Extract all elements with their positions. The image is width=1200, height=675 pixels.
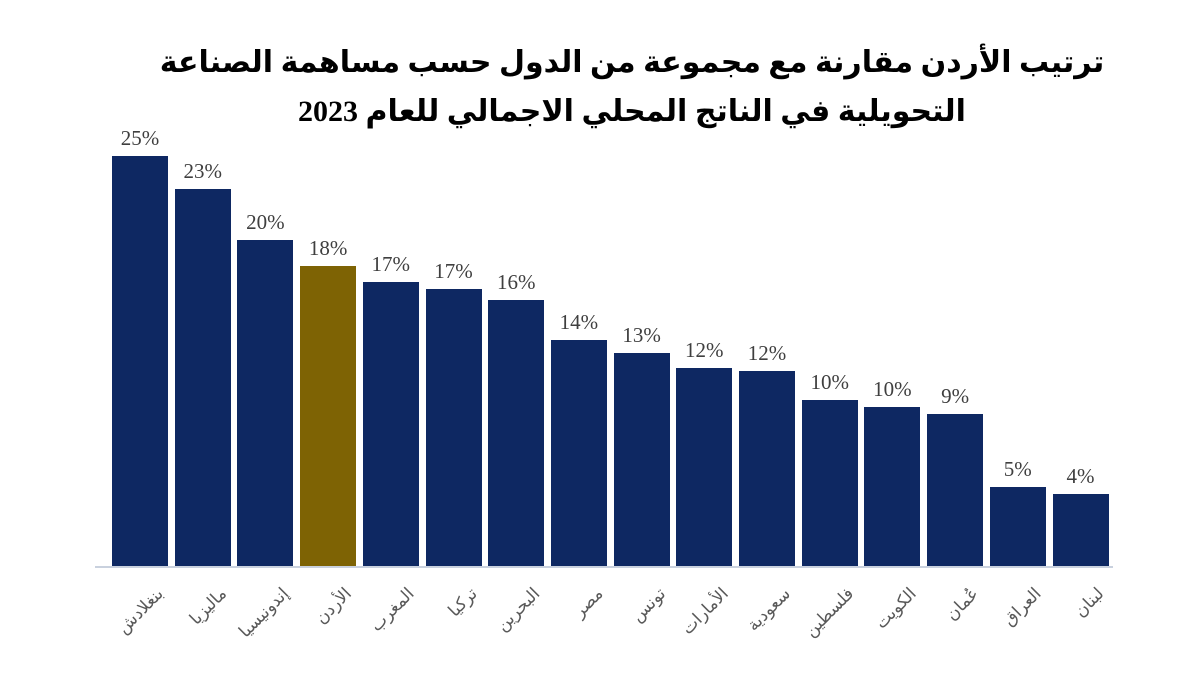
- bar-value-iraq: 5%: [1003, 457, 1032, 482]
- axis-label-bahrain: البحرين: [492, 584, 544, 635]
- axis-label-bangladesh: بنغلادش: [114, 584, 168, 638]
- axis-label-indonesia: إندونيسيا: [235, 584, 293, 642]
- axis-label-tunisia: تونس: [627, 584, 670, 626]
- bar-lebanon: 4%: [1052, 464, 1109, 566]
- bar-jordan: 18%: [300, 236, 357, 566]
- bar-uae: 12%: [676, 338, 733, 566]
- bar-palestine: 10%: [801, 370, 858, 566]
- x-axis-line: [95, 566, 1113, 568]
- bar-value-bahrain: 16%: [496, 270, 536, 295]
- axis-label-iraq: العراق: [999, 584, 1046, 630]
- bar-morocco: 17%: [362, 252, 419, 566]
- bar-value-malaysia: 23%: [183, 158, 222, 183]
- bar-tunisia: 13%: [613, 323, 670, 566]
- bar-bangladesh: 25%: [112, 126, 168, 566]
- bar-value-bangladesh: 25%: [120, 126, 160, 150]
- bar-value-jordan: 18%: [308, 235, 348, 260]
- bar-value-oman: 9%: [941, 383, 970, 408]
- bar-malaysia: 23%: [174, 159, 231, 566]
- axis-label-jordan: الأردن: [311, 584, 356, 628]
- bar-bahrain: 16%: [488, 270, 545, 566]
- axis-label-saudi-arabia: سعودية: [743, 584, 795, 635]
- axis-label-egypt: مصر: [569, 584, 607, 621]
- axis-label-palestine: فلسطين: [800, 584, 858, 641]
- bar-egypt: 14%: [550, 310, 607, 566]
- bar-value-turkey: 17%: [434, 258, 473, 283]
- bar-value-uae: 12%: [685, 337, 724, 362]
- axis-label-oman: عُمان: [942, 584, 983, 625]
- axis-label-lebanon: لبنان: [1071, 584, 1108, 621]
- chart-title-line1: ترتيب الأردن مقارنة مع مجموعة من الدول ح…: [159, 46, 1105, 79]
- bar-turkey: 17%: [425, 259, 482, 566]
- bar-value-indonesia: 20%: [246, 209, 285, 234]
- bar-oman: 9%: [927, 384, 984, 566]
- chart-title-line2: التحويلية في الناتج المحلي الاجمالي للعا…: [298, 95, 966, 128]
- bar-kuwait: 10%: [864, 377, 921, 566]
- bar-value-tunisia: 13%: [622, 322, 661, 347]
- bar-value-lebanon: 4%: [1066, 463, 1095, 488]
- bar-value-saudi-arabia: 12%: [747, 340, 787, 365]
- axis-label-uae: الأمارات: [677, 584, 732, 639]
- axis-label-morocco: المغرب: [367, 584, 419, 636]
- bar-indonesia: 20%: [237, 210, 294, 566]
- bar-value-kuwait: 10%: [873, 376, 912, 401]
- bar-iraq: 5%: [989, 457, 1046, 566]
- bar-value-morocco: 17%: [371, 252, 411, 277]
- chart-title: ترتيب الأردن مقارنة مع مجموعة من الدول ح…: [32, 38, 1200, 136]
- axis-label-kuwait: الكويت: [871, 584, 920, 633]
- axis-label-malaysia: ماليزيا: [185, 584, 231, 629]
- axis-label-turkey: تركيا: [444, 584, 481, 621]
- bar-saudi-arabia: 12%: [739, 341, 795, 566]
- bar-value-palestine: 10%: [810, 370, 849, 395]
- bar-value-egypt: 14%: [559, 309, 599, 334]
